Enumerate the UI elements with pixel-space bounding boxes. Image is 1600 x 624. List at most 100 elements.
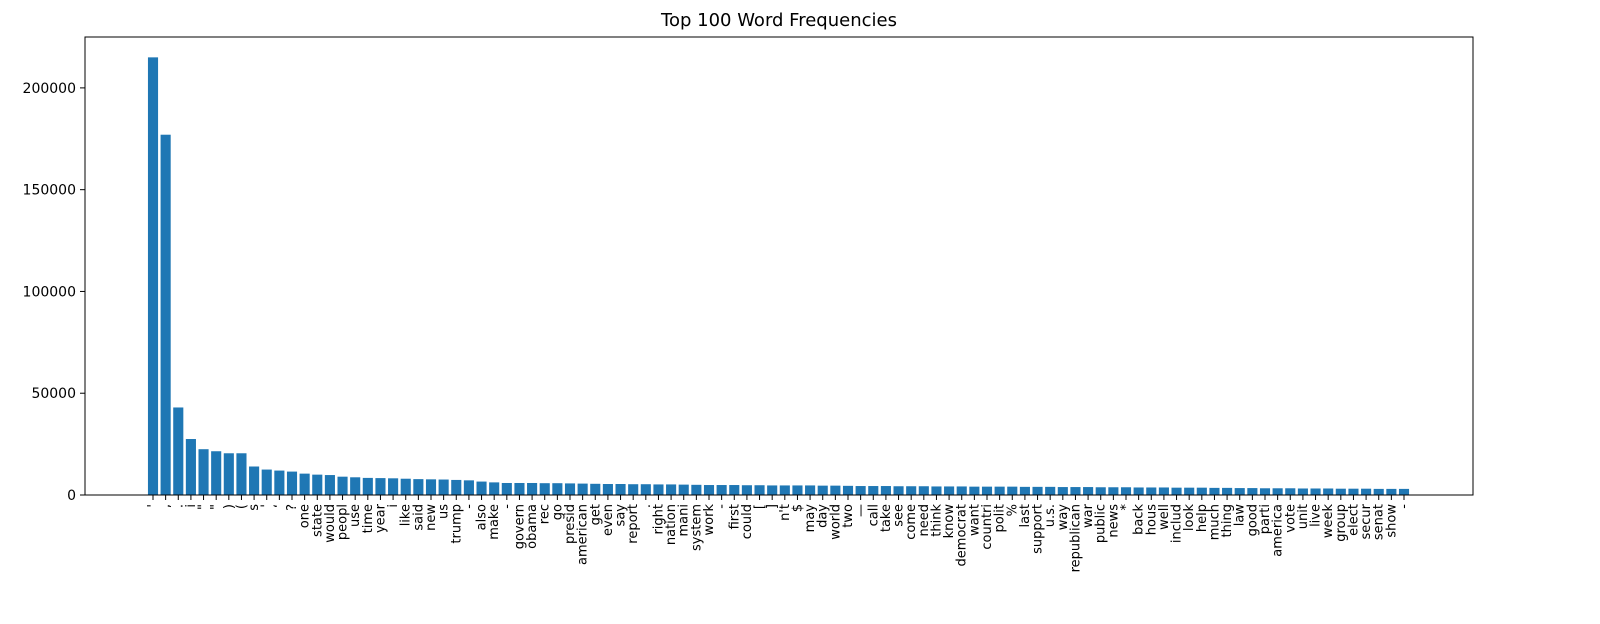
x-tick-label: one [298,504,313,528]
chart-title: Top 100 Word Frequencies [660,10,897,31]
x-tick-label: said [411,504,426,531]
bar [1133,487,1144,495]
x-tick-label: could [740,504,755,539]
bar [413,479,424,495]
bar [956,486,967,495]
x-tick-label: report [626,504,641,544]
x-tick-label: new [424,504,439,531]
bar [337,476,348,495]
bar [286,471,298,495]
x-tick-label: - [715,504,730,509]
x-tick-label: look [1182,504,1197,532]
bar [1247,488,1258,495]
bar [1184,487,1195,495]
bar [1209,487,1220,495]
bar [350,477,361,495]
bar [539,483,550,495]
x-tick-label: day [816,504,831,528]
bar [1222,487,1233,495]
x-tick-label: make [487,504,502,540]
x-tick-label: would [323,504,338,543]
x-tick-label: includ [1170,504,1185,543]
bar [400,478,411,495]
x-tick-label: i [184,504,199,508]
x-tick-label: democrat [955,504,970,566]
bar [1019,486,1030,495]
bar [451,479,462,495]
x-tick-label: % [1005,504,1020,516]
x-tick-label: war [1081,503,1096,528]
x-tick-label: i [386,504,401,508]
x-tick-label: parti [1258,504,1273,534]
x-tick-label: s [247,504,262,511]
x-tick-label: know [942,504,957,539]
x-axis: ',.i"")(s'‘?onestatewouldpeoplusetimeyea… [146,495,1412,572]
x-tick-label: take [879,504,894,532]
x-tick-label: work [702,504,717,536]
x-tick-label: want [967,504,982,536]
x-tick-label: republican [1068,504,1083,572]
bar [741,485,752,495]
bar [893,486,904,495]
x-tick-label: say [614,504,629,527]
x-tick-label: first [727,504,742,529]
bar [1386,488,1397,495]
bar [981,486,993,495]
x-tick-label: mani [677,504,692,536]
x-tick-label: nation [664,504,679,545]
bar [1057,487,1068,495]
x-tick-label: n't [778,504,793,521]
bar [1398,488,1410,495]
x-tick-label: secur [1359,503,1374,539]
x-tick-label: . [639,504,654,508]
bar [602,484,613,495]
y-tick-label: 200000 [23,81,76,97]
x-tick-label: [ [753,504,768,509]
x-tick-label: see [892,504,907,527]
x-tick-label: - [1397,504,1412,509]
x-tick-label: ' [260,504,275,508]
bar [792,485,803,495]
bar [944,486,955,495]
bar [501,482,512,495]
bar [640,484,651,495]
bar [1234,488,1245,495]
x-tick-label: law [1233,504,1248,527]
x-tick-label: rec [538,504,553,524]
bar [1045,486,1056,495]
bar [678,484,689,495]
bar [1335,488,1346,495]
bar [1095,487,1106,495]
bar [1373,488,1384,495]
bar [211,451,222,495]
bar [489,482,500,495]
x-tick-label: good [1245,504,1260,536]
plot-frame [84,36,1474,496]
x-tick-label: - [462,504,477,509]
x-tick-label: come [904,504,919,540]
bar [1285,488,1296,495]
bar [185,439,196,495]
bar [1120,487,1132,495]
bar [1348,488,1359,495]
bar [147,57,159,496]
x-tick-label: show [1384,504,1399,538]
bar [590,483,601,495]
bar [703,485,715,495]
x-tick-label: govern [512,504,527,549]
x-tick-label: ] [765,504,780,509]
x-tick-label: " [209,504,224,510]
bar [1070,487,1081,495]
bar [1361,488,1372,495]
bar [463,480,474,495]
bar [754,485,765,495]
x-tick-label: american [576,504,591,565]
x-tick-label: well [1157,504,1172,530]
bar [1272,488,1283,495]
x-tick-label: presid [563,504,578,544]
bar [577,483,588,495]
bar [716,485,727,495]
bar [767,485,778,495]
x-tick-label: time [361,504,376,533]
bar [476,481,487,495]
